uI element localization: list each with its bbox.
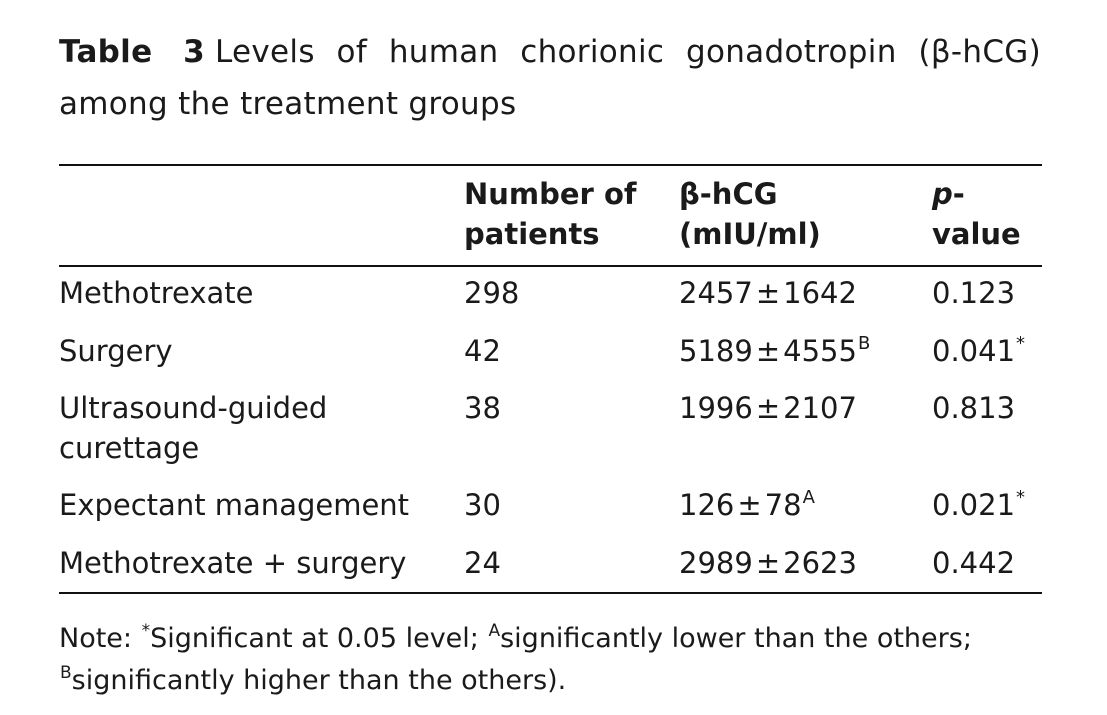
row-5-bhcg: 2989 ±2623 bbox=[679, 543, 857, 583]
row-3-bhcg: 1996 ±2107 bbox=[679, 388, 857, 428]
row-4-p: 0.021* bbox=[932, 485, 1025, 525]
row-3-sd: 2107 bbox=[783, 391, 857, 425]
header-number-of-patients: Number of patients bbox=[464, 177, 637, 251]
row-2-mean: 5189 bbox=[679, 334, 753, 368]
row-4-patients: 30 bbox=[464, 488, 501, 522]
row-4-mean: 126 bbox=[679, 488, 735, 522]
note-prefix: Note: bbox=[59, 623, 141, 654]
row-4-bhcg: 126 ±78A bbox=[679, 485, 815, 525]
row-2-p-value: 0.041 bbox=[932, 334, 1016, 368]
row-3-p: 0.813 bbox=[932, 391, 1016, 425]
row-1-p: 0.123 bbox=[932, 276, 1016, 310]
note-text-2: significantly lower than the others; bbox=[500, 623, 972, 654]
row-5-group: Methotrexate + surgery bbox=[59, 546, 407, 580]
row-4-sd: 78 bbox=[764, 488, 802, 522]
row-4-sup: A bbox=[802, 487, 815, 508]
row-4-pm: ± bbox=[737, 488, 762, 522]
note-sup-b: B bbox=[60, 663, 72, 683]
row-3-pm: ± bbox=[755, 391, 781, 425]
header-p-value: p-value bbox=[932, 174, 1052, 254]
note-sup-star: * bbox=[141, 621, 151, 641]
row-2-p-sup: * bbox=[1016, 333, 1026, 354]
header-p-italic: p bbox=[932, 177, 953, 211]
row-1-group: Methotrexate bbox=[59, 276, 254, 310]
row-5-patients: 24 bbox=[464, 546, 501, 580]
row-1-bhcg: 2457 ±1642 bbox=[679, 273, 857, 313]
row-1-pm: ± bbox=[755, 276, 781, 310]
row-5-sd: 2623 bbox=[783, 546, 857, 580]
row-2-patients: 42 bbox=[464, 334, 501, 368]
header-p-rest: -value bbox=[932, 177, 1021, 251]
row-1-patients: 298 bbox=[464, 276, 520, 310]
row-3-group-line1: Ultrasound-guided bbox=[59, 391, 328, 425]
row-2-bhcg: 5189 ±4555B bbox=[679, 331, 870, 371]
row-3-group-line2: curettage bbox=[59, 431, 200, 465]
table-label: Table 3 bbox=[59, 34, 205, 70]
note-text-3: significantly higher than the others). bbox=[71, 665, 567, 696]
row-2-sd: 4555 bbox=[783, 334, 857, 368]
table-note: Note: *Significant at 0.05 level; Asigni… bbox=[59, 618, 1049, 702]
row-2-group: Surgery bbox=[59, 334, 173, 368]
row-4-p-sup: * bbox=[1016, 487, 1026, 508]
table-header-rule bbox=[59, 265, 1042, 267]
row-4-group: Expectant management bbox=[59, 488, 410, 522]
note-sup-a: A bbox=[488, 621, 501, 641]
table-top-rule bbox=[59, 164, 1042, 166]
row-5-mean: 2989 bbox=[679, 546, 753, 580]
row-3-patients: 38 bbox=[464, 391, 501, 425]
row-5-p: 0.442 bbox=[932, 546, 1016, 580]
row-2-p: 0.041* bbox=[932, 331, 1025, 371]
header-bhcg: β-hCG (mIU/ml) bbox=[679, 177, 821, 251]
row-5-pm: ± bbox=[755, 546, 781, 580]
table-title: Levels of human chorionic gonadotropin (… bbox=[59, 34, 1041, 122]
row-3-mean: 1996 bbox=[679, 391, 753, 425]
row-1-mean: 2457 bbox=[679, 276, 753, 310]
table-caption: Table 3 Levels of human chorionic gonadot… bbox=[59, 26, 1041, 130]
row-4-p-value: 0.021 bbox=[932, 488, 1016, 522]
row-2-sup: B bbox=[857, 333, 871, 354]
row-1-sd: 1642 bbox=[783, 276, 857, 310]
row-2-pm: ± bbox=[755, 334, 781, 368]
table-bottom-rule bbox=[59, 592, 1042, 594]
note-text-1: Significant at 0.05 level; bbox=[150, 623, 488, 654]
